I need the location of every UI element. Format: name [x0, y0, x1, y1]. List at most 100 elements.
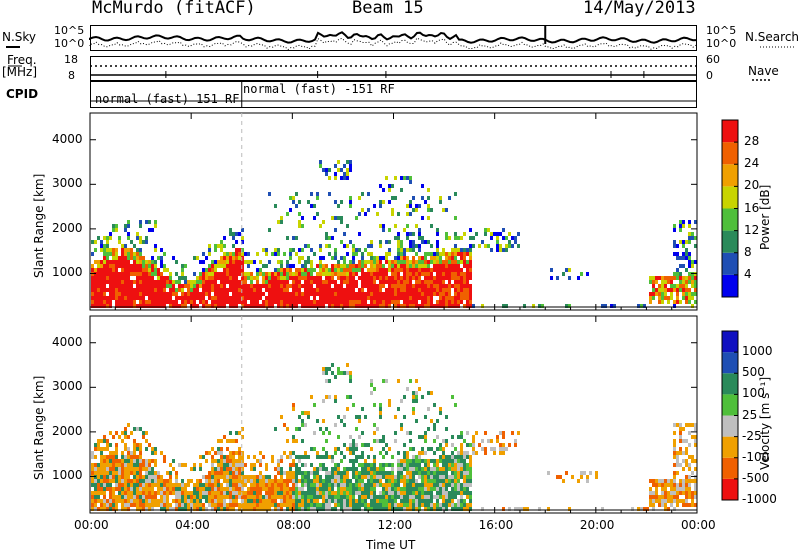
heatmap-cell: [379, 272, 382, 276]
heatmap-cell: [334, 463, 337, 467]
heatmap-cell: [91, 491, 94, 495]
heatmap-cell: [370, 240, 373, 244]
heatmap-cell: [460, 300, 463, 304]
ytick-label-1000: 1000: [52, 468, 83, 483]
heatmap-cell: [133, 503, 136, 507]
heatmap-cell: [379, 495, 382, 499]
heatmap-cell: [418, 284, 421, 288]
heatmap-cell: [298, 427, 301, 431]
heatmap-cell: [340, 483, 343, 487]
heatmap-cell: [343, 264, 346, 268]
heatmap-cell: [394, 491, 397, 495]
heatmap-cell: [418, 272, 421, 276]
heatmap-cell: [241, 503, 244, 507]
heatmap-cell: [673, 495, 676, 499]
heatmap-cell: [130, 252, 133, 256]
heatmap-cell: [391, 196, 394, 200]
heatmap-cell: [385, 475, 388, 479]
heatmap-cell: [460, 236, 463, 240]
heatmap-cell: [370, 379, 373, 383]
heatmap-cell: [100, 451, 103, 455]
heatmap-cell: [145, 236, 148, 240]
heatmap-cell: [466, 260, 469, 264]
heatmap-cell: [271, 252, 274, 256]
heatmap-cell: [262, 483, 265, 487]
heatmap-cell: [193, 463, 196, 467]
heatmap-cell: [142, 475, 145, 479]
heatmap-cell: [151, 475, 154, 479]
heatmap-cell: [277, 280, 280, 284]
heatmap-cell: [235, 248, 238, 252]
heatmap-cell: [280, 487, 283, 491]
heatmap-cell: [379, 296, 382, 300]
heatmap-cell: [292, 503, 295, 507]
heatmap-cell: [280, 475, 283, 479]
heatmap-cell: [103, 439, 106, 443]
heatmap-cell: [121, 495, 124, 499]
heatmap-cell: [109, 491, 112, 495]
heatmap-cell: [655, 483, 658, 487]
heatmap-cell: [304, 479, 307, 483]
heatmap-cell: [433, 403, 436, 407]
noise-left-label: N.Sky: [2, 30, 37, 44]
heatmap-cell: [454, 276, 457, 280]
heatmap-cell: [277, 252, 280, 256]
heatmap-cell: [409, 292, 412, 296]
heatmap-cell: [472, 451, 475, 455]
heatmap-cell: [289, 284, 292, 288]
heatmap-cell: [301, 248, 304, 252]
heatmap-cell: [427, 475, 430, 479]
heatmap-cell: [436, 288, 439, 292]
heatmap-cell: [328, 495, 331, 499]
heatmap-cell: [139, 304, 142, 308]
heatmap-cell: [463, 256, 466, 260]
heatmap-cell: [193, 292, 196, 296]
heatmap-cell: [241, 491, 244, 495]
heatmap-cell: [385, 507, 388, 511]
heatmap-cell: [220, 483, 223, 487]
heatmap-cell: [382, 379, 385, 383]
heatmap-cell: [502, 431, 505, 435]
heatmap-cell: [136, 467, 139, 471]
heatmap-cell: [286, 288, 289, 292]
heatmap-cell: [400, 280, 403, 284]
heatmap-cell: [112, 288, 115, 292]
heatmap-cell: [610, 304, 613, 308]
heatmap-cell: [268, 228, 271, 232]
heatmap-cell: [469, 292, 472, 296]
heatmap-cell: [679, 256, 682, 260]
heatmap-cell: [205, 507, 208, 511]
heatmap-cell: [679, 228, 682, 232]
heatmap-cell: [223, 264, 226, 268]
heatmap-cell: [322, 455, 325, 459]
heatmap-cell: [472, 443, 475, 447]
heatmap-cell: [412, 411, 415, 415]
heatmap-cell: [121, 507, 124, 511]
heatmap-cell: [226, 491, 229, 495]
heatmap-cell: [685, 268, 688, 272]
heatmap-cell: [349, 296, 352, 300]
heatmap-cell: [97, 443, 100, 447]
heatmap-cell: [253, 276, 256, 280]
heatmap-cell: [484, 451, 487, 455]
heatmap-cell: [97, 268, 100, 272]
heatmap-cell: [340, 300, 343, 304]
heatmap-cell: [145, 471, 148, 475]
heatmap-cell: [220, 455, 223, 459]
heatmap-cell: [106, 439, 109, 443]
heatmap-cell: [226, 471, 229, 475]
heatmap-cell: [427, 268, 430, 272]
heatmap-cell: [229, 431, 232, 435]
heatmap-cell: [244, 507, 247, 511]
heatmap-cell: [136, 268, 139, 272]
heatmap-cell: [328, 491, 331, 495]
heatmap-cell: [142, 435, 145, 439]
heatmap-cell: [667, 296, 670, 300]
heatmap-cell: [127, 423, 130, 427]
heatmap-cell: [223, 296, 226, 300]
xtick-label-4: 16:00: [478, 518, 514, 532]
heatmap-cell: [223, 467, 226, 471]
heatmap-cell: [334, 268, 337, 272]
heatmap-cell: [358, 491, 361, 495]
heatmap-cell: [271, 483, 274, 487]
